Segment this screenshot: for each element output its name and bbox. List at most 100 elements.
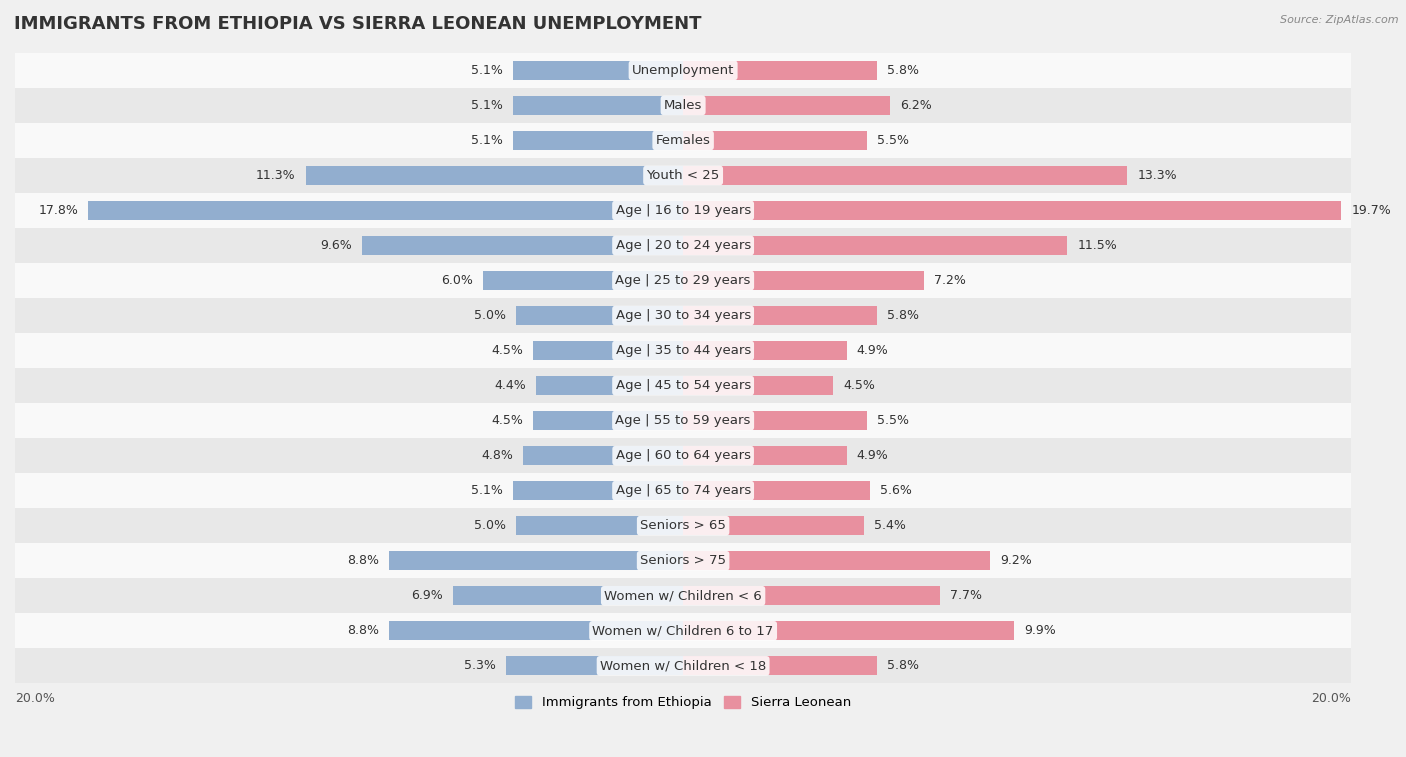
Text: 5.1%: 5.1% [471, 64, 503, 77]
Bar [15, 53, 1351, 88]
Bar [536, 376, 683, 395]
Text: 8.8%: 8.8% [347, 625, 380, 637]
Text: 19.7%: 19.7% [1351, 204, 1391, 217]
Bar [683, 61, 877, 80]
Text: Age | 25 to 29 years: Age | 25 to 29 years [616, 274, 751, 287]
Text: 5.5%: 5.5% [877, 134, 908, 147]
Text: Women w/ Children < 6: Women w/ Children < 6 [605, 589, 762, 603]
Bar [389, 551, 683, 570]
Text: 5.1%: 5.1% [471, 134, 503, 147]
Bar [683, 551, 990, 570]
Text: Males: Males [664, 99, 703, 112]
Bar [15, 298, 1351, 333]
Bar [533, 411, 683, 430]
Text: 4.8%: 4.8% [481, 449, 513, 463]
Bar [15, 228, 1351, 263]
Bar [683, 516, 863, 535]
Bar [506, 656, 683, 675]
Text: 4.5%: 4.5% [491, 414, 523, 427]
Bar [15, 544, 1351, 578]
Text: 5.8%: 5.8% [887, 659, 920, 672]
Text: Age | 55 to 59 years: Age | 55 to 59 years [616, 414, 751, 427]
Legend: Immigrants from Ethiopia, Sierra Leonean: Immigrants from Ethiopia, Sierra Leonean [510, 690, 856, 715]
Text: Females: Females [655, 134, 710, 147]
Text: Unemployment: Unemployment [631, 64, 734, 77]
Text: 5.1%: 5.1% [471, 99, 503, 112]
Bar [683, 95, 890, 115]
Text: 5.4%: 5.4% [873, 519, 905, 532]
Text: Age | 60 to 64 years: Age | 60 to 64 years [616, 449, 751, 463]
Text: 7.7%: 7.7% [950, 589, 983, 603]
Text: 20.0%: 20.0% [1312, 692, 1351, 705]
Bar [533, 341, 683, 360]
Bar [15, 473, 1351, 508]
Bar [15, 508, 1351, 544]
Text: 4.5%: 4.5% [844, 379, 876, 392]
Bar [523, 446, 683, 466]
Bar [15, 123, 1351, 158]
Bar [513, 61, 683, 80]
Text: 5.6%: 5.6% [880, 484, 912, 497]
Text: 7.2%: 7.2% [934, 274, 966, 287]
Text: Age | 65 to 74 years: Age | 65 to 74 years [616, 484, 751, 497]
Bar [683, 201, 1341, 220]
Bar [15, 648, 1351, 684]
Text: Age | 45 to 54 years: Age | 45 to 54 years [616, 379, 751, 392]
Text: 8.8%: 8.8% [347, 554, 380, 567]
Text: 9.6%: 9.6% [321, 239, 353, 252]
Text: 4.4%: 4.4% [495, 379, 526, 392]
Bar [683, 341, 846, 360]
Bar [683, 446, 846, 466]
Text: Age | 35 to 44 years: Age | 35 to 44 years [616, 344, 751, 357]
Text: Age | 20 to 24 years: Age | 20 to 24 years [616, 239, 751, 252]
Bar [516, 516, 683, 535]
Bar [15, 613, 1351, 648]
Text: 20.0%: 20.0% [15, 692, 55, 705]
Bar [516, 306, 683, 326]
Bar [305, 166, 683, 185]
Bar [453, 586, 683, 606]
Bar [89, 201, 683, 220]
Bar [15, 368, 1351, 403]
Text: 6.0%: 6.0% [441, 274, 472, 287]
Bar [683, 481, 870, 500]
Text: 4.9%: 4.9% [856, 449, 889, 463]
Text: Women w/ Children 6 to 17: Women w/ Children 6 to 17 [592, 625, 773, 637]
Text: 4.9%: 4.9% [856, 344, 889, 357]
Bar [363, 236, 683, 255]
Bar [683, 166, 1128, 185]
Bar [683, 236, 1067, 255]
Text: Age | 30 to 34 years: Age | 30 to 34 years [616, 309, 751, 322]
Text: 5.8%: 5.8% [887, 309, 920, 322]
Bar [389, 621, 683, 640]
Bar [15, 263, 1351, 298]
Bar [683, 376, 834, 395]
Text: Seniors > 75: Seniors > 75 [640, 554, 725, 567]
Text: 9.9%: 9.9% [1024, 625, 1056, 637]
Text: Age | 16 to 19 years: Age | 16 to 19 years [616, 204, 751, 217]
Text: Seniors > 65: Seniors > 65 [640, 519, 725, 532]
Text: 11.5%: 11.5% [1077, 239, 1118, 252]
Text: 5.3%: 5.3% [464, 659, 496, 672]
Text: Women w/ Children < 18: Women w/ Children < 18 [600, 659, 766, 672]
Bar [513, 131, 683, 150]
Text: 17.8%: 17.8% [38, 204, 79, 217]
Text: IMMIGRANTS FROM ETHIOPIA VS SIERRA LEONEAN UNEMPLOYMENT: IMMIGRANTS FROM ETHIOPIA VS SIERRA LEONE… [14, 15, 702, 33]
Text: Source: ZipAtlas.com: Source: ZipAtlas.com [1281, 15, 1399, 25]
Bar [15, 193, 1351, 228]
Bar [683, 656, 877, 675]
Bar [15, 438, 1351, 473]
Text: 9.2%: 9.2% [1001, 554, 1032, 567]
Text: 11.3%: 11.3% [256, 169, 295, 182]
Text: 13.3%: 13.3% [1137, 169, 1177, 182]
Bar [683, 131, 868, 150]
Bar [15, 88, 1351, 123]
Text: 5.0%: 5.0% [474, 519, 506, 532]
Text: 5.5%: 5.5% [877, 414, 908, 427]
Text: 5.8%: 5.8% [887, 64, 920, 77]
Bar [15, 578, 1351, 613]
Text: 6.2%: 6.2% [900, 99, 932, 112]
Text: Youth < 25: Youth < 25 [647, 169, 720, 182]
Bar [683, 621, 1014, 640]
Bar [482, 271, 683, 290]
